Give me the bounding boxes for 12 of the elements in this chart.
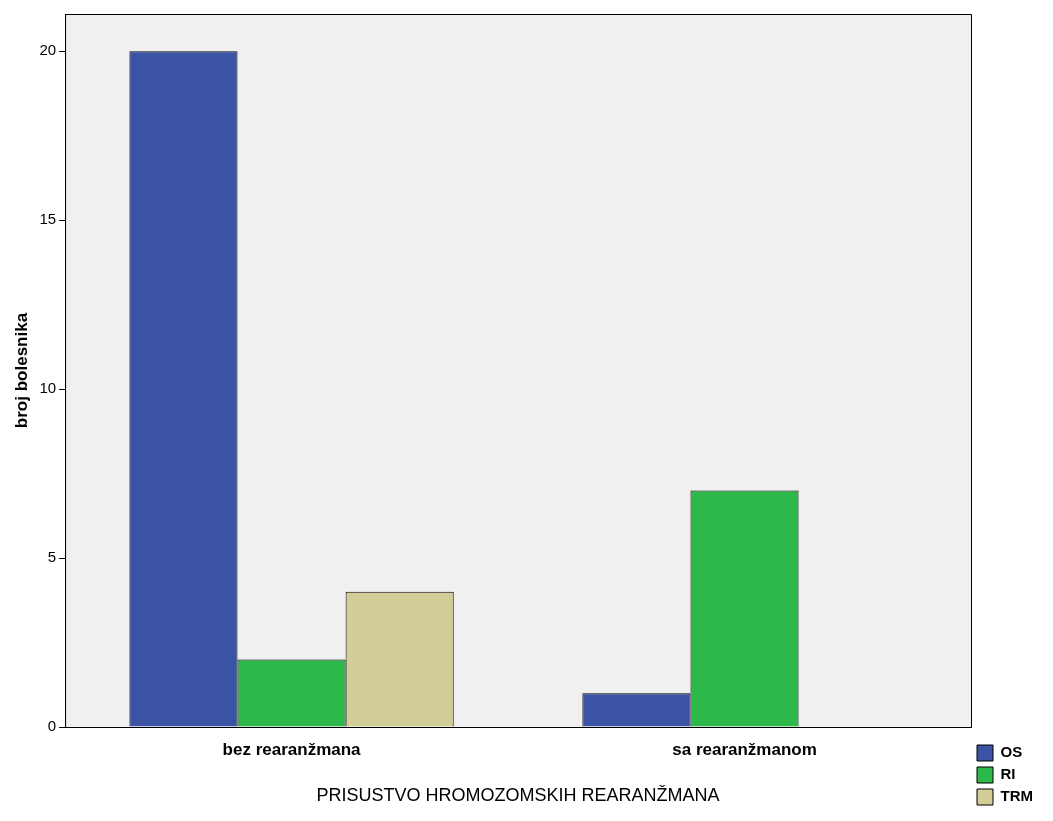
y-tick-label: 20 bbox=[39, 41, 57, 59]
y-tick-label: 5 bbox=[47, 548, 57, 566]
x-tick-label: bez rearanžmana bbox=[222, 739, 362, 759]
legend-label: TRM bbox=[1000, 787, 1034, 805]
y-tick-label: 15 bbox=[39, 210, 57, 228]
y-axis-title: broj bolesnika bbox=[11, 312, 31, 429]
x-axis-title: PRISUSTVO HROMOZOMSKIH REARANŽMANA bbox=[316, 785, 720, 806]
legend-label: OS bbox=[1000, 743, 1023, 761]
legend-label: RI bbox=[1000, 765, 1016, 783]
x-tick-label: sa rearanžmanom bbox=[672, 739, 817, 759]
y-tick-label: 10 bbox=[39, 379, 57, 397]
y-tick-label: 0 bbox=[47, 717, 57, 735]
